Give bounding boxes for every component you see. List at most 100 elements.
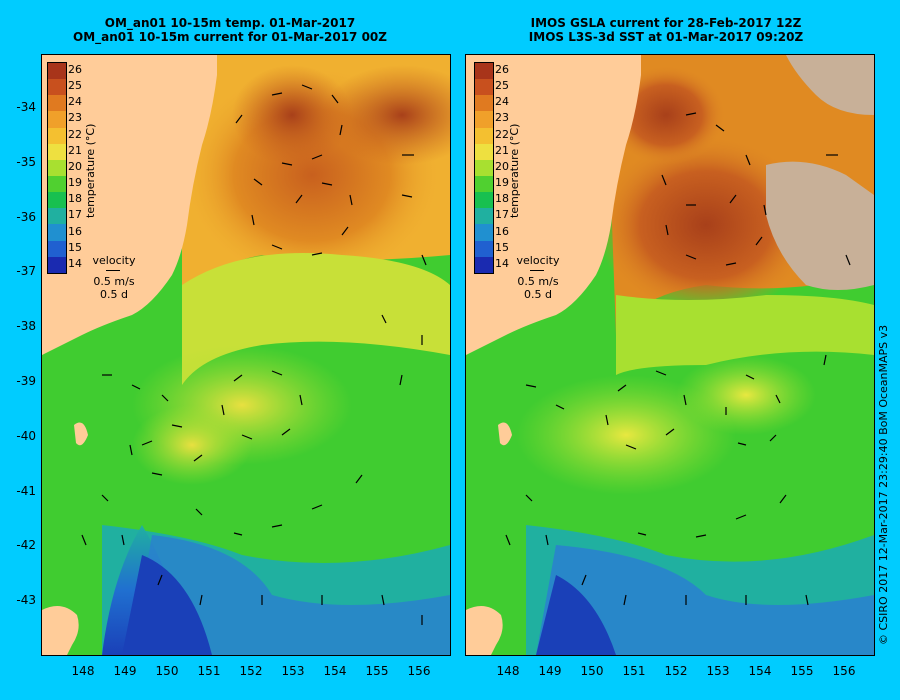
colorbar-label: 17 xyxy=(495,208,509,222)
longitude-tick-label: 151 xyxy=(197,664,221,678)
longitude-tick-label: 151 xyxy=(622,664,646,678)
colorbar-label: 22 xyxy=(68,127,82,141)
right-colorbar xyxy=(474,62,494,274)
colorbar-segment xyxy=(475,95,493,112)
colorbar-label: 26 xyxy=(68,63,82,76)
left-map[interactable] xyxy=(41,54,451,656)
colorbar-segment xyxy=(48,95,66,112)
colorbar-label: 16 xyxy=(68,224,82,238)
right-title-line1: IMOS GSLA current for 28-Feb-2017 12Z xyxy=(530,16,802,30)
colorbar-label: 19 xyxy=(495,176,509,190)
colorbar-label: 20 xyxy=(495,159,509,173)
longitude-tick-label: 155 xyxy=(365,664,389,678)
longitude-tick-label: 150 xyxy=(580,664,604,678)
colorbar-segment xyxy=(48,63,66,80)
longitude-tick-label: 153 xyxy=(281,664,305,678)
colorbar-label: 18 xyxy=(68,192,82,206)
colorbar-segment xyxy=(48,127,66,144)
right-map-svg xyxy=(466,55,874,655)
right-map[interactable] xyxy=(465,54,875,656)
colorbar-segment xyxy=(475,79,493,96)
longitude-tick-label: 149 xyxy=(538,664,562,678)
colorbar-segment xyxy=(475,63,493,80)
colorbar-segment xyxy=(48,111,66,128)
longitude-tick-label: 154 xyxy=(748,664,772,678)
latitude-tick-label: -37 xyxy=(16,264,36,279)
colorbar-label: 21 xyxy=(495,143,509,157)
colorbar-segment xyxy=(475,224,493,241)
right-colorbar-title: temperature (°C) xyxy=(508,123,521,218)
latitude-tick-label: -39 xyxy=(16,374,36,388)
right-velocity-label: velocity xyxy=(516,254,560,267)
left-velocity-speed: 0.5 m/s xyxy=(93,275,135,288)
longitude-tick-label: 148 xyxy=(496,664,520,678)
latitude-tick-label: -35 xyxy=(16,154,36,169)
left-title-line1: OM_an01 10-15m temp. 01-Mar-2017 xyxy=(104,16,356,30)
right-velocity-legend: velocity 0.5 m/s 0.5 d xyxy=(508,254,568,301)
colorbar-segment xyxy=(475,240,493,257)
longitude-tick-label: 152 xyxy=(664,664,688,678)
colorbar-label: 14 xyxy=(495,256,509,270)
longitude-tick-label: 148 xyxy=(71,664,95,678)
colorbar-segment xyxy=(475,192,493,209)
latitude-tick-label: -42 xyxy=(16,538,36,553)
colorbar-label: 25 xyxy=(68,79,82,93)
colorbar-segment xyxy=(475,256,493,273)
right-velocity-arrow-icon xyxy=(508,267,568,275)
left-velocity-duration: 0.5 d xyxy=(100,288,128,301)
longitude-tick-label: 156 xyxy=(407,664,431,678)
right-title-line2: IMOS L3S-3d SST at 01-Mar-2017 09:20Z xyxy=(528,30,804,44)
colorbar-segment xyxy=(48,192,66,209)
colorbar-segment xyxy=(48,79,66,96)
colorbar-label: 24 xyxy=(68,95,82,109)
colorbar-segment xyxy=(475,208,493,225)
left-current-arrows xyxy=(81,84,427,625)
colorbar-label: 19 xyxy=(68,176,82,190)
colorbar-segment xyxy=(48,143,66,160)
colorbar-label: 15 xyxy=(68,240,82,254)
longitude-tick-label: 153 xyxy=(706,664,730,678)
colorbar-label: 22 xyxy=(495,127,509,141)
colorbar-label: 16 xyxy=(495,224,509,238)
colorbar-segment xyxy=(475,175,493,193)
latitude-tick-label: -41 xyxy=(16,483,36,498)
longitude-tick-label: 150 xyxy=(155,664,179,678)
colorbar-label: 23 xyxy=(68,111,82,125)
colorbar-label: 15 xyxy=(495,240,509,254)
left-panel-title: OM_an01 10-15m temp. 01-Mar-2017 OM_an01… xyxy=(20,16,440,44)
longitude-tick-label: 155 xyxy=(790,664,814,678)
colorbar-segment xyxy=(475,127,493,144)
colorbar-label: 14 xyxy=(68,256,82,270)
colorbar-segment xyxy=(48,208,66,225)
colorbar-segment xyxy=(475,111,493,128)
colorbar-segment xyxy=(48,175,66,193)
credit-text: © CSIRO 2017 12-Mar-2017 23:29:40 BoM Oc… xyxy=(877,324,890,645)
left-title-line2: OM_an01 10-15m current for 01-Mar-2017 0… xyxy=(73,30,387,44)
colorbar-segment xyxy=(48,256,66,273)
left-velocity-legend: velocity 0.5 m/s 0.5 d xyxy=(84,254,144,301)
left-colorbar-title: temperature (°C) xyxy=(84,123,97,218)
right-panel-title: IMOS GSLA current for 28-Feb-2017 12Z IM… xyxy=(456,16,876,44)
colorbar-label: 26 xyxy=(495,63,509,76)
longitude-tick-label: 156 xyxy=(832,664,856,678)
left-map-svg xyxy=(42,55,450,655)
colorbar-label: 18 xyxy=(495,192,509,206)
colorbar-segment xyxy=(48,240,66,257)
colorbar-label: 21 xyxy=(68,143,82,157)
left-colorbar xyxy=(47,62,67,274)
left-velocity-arrow-icon xyxy=(84,267,144,275)
colorbar-segment xyxy=(475,143,493,160)
colorbar-label: 24 xyxy=(495,95,509,109)
longitude-tick-label: 149 xyxy=(113,664,137,678)
colorbar-segment xyxy=(48,224,66,241)
left-velocity-label: velocity xyxy=(92,254,136,267)
right-velocity-duration: 0.5 d xyxy=(524,288,552,301)
latitude-tick-label: -34 xyxy=(16,100,36,114)
colorbar-label: 20 xyxy=(68,159,82,173)
latitude-tick-label: -43 xyxy=(16,593,36,608)
latitude-tick-label: -40 xyxy=(16,428,36,443)
right-current-arrows xyxy=(505,112,851,606)
longitude-tick-label: 154 xyxy=(323,664,347,678)
right-velocity-speed: 0.5 m/s xyxy=(517,275,559,288)
latitude-tick-label: -36 xyxy=(16,209,36,224)
